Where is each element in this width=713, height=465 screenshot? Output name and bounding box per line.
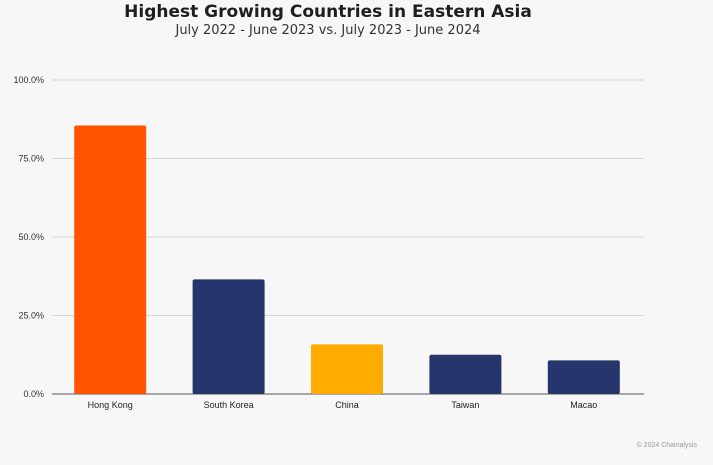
x-tick-label: Taiwan [451,400,479,410]
x-tick-label: South Korea [204,400,254,410]
bar-china [311,344,383,394]
bar-macao [547,360,620,394]
bar-hong-kong [74,125,147,394]
bar-south-korea [192,279,265,394]
x-tick-label: Hong Kong [88,400,133,410]
y-tick-label: 50.0% [18,232,44,242]
bar-taiwan [429,354,502,394]
y-tick-label: 75.0% [18,154,44,164]
y-tick-label: 0.0% [23,389,44,399]
copyright-text: © 2024 Chainalysis [636,442,697,449]
chart-title: Highest Growing Countries in Eastern Asi… [124,2,532,22]
x-tick-label: Macao [570,400,597,410]
y-tick-label: 100.0% [13,75,44,85]
x-tick-label: China [335,400,359,410]
chart-subtitle: July 2022 - June 2023 vs. July 2023 - Ju… [175,23,481,38]
y-tick-label: 25.0% [18,311,44,321]
